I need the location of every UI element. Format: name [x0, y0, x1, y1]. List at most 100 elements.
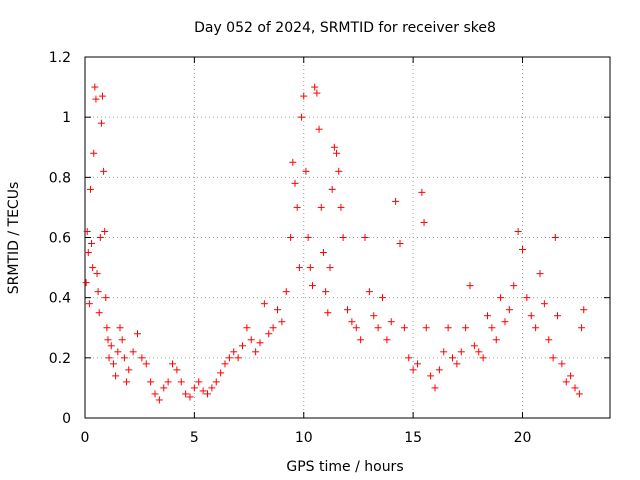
grid	[85, 57, 610, 418]
data-point	[195, 378, 203, 386]
data-point	[160, 384, 168, 392]
data-point	[466, 282, 474, 290]
data-point	[239, 342, 246, 350]
data-point	[449, 354, 456, 362]
data-point	[462, 324, 470, 332]
data-point	[357, 336, 365, 344]
data-point	[558, 360, 566, 368]
data-point	[551, 234, 559, 241]
data-point	[344, 306, 351, 314]
data-point	[138, 354, 146, 362]
data-point	[536, 270, 544, 278]
data-point	[514, 227, 522, 235]
data-point	[142, 360, 150, 368]
data-point	[82, 279, 90, 287]
data-point	[488, 324, 496, 332]
data-point	[330, 143, 338, 151]
data-point	[243, 324, 251, 332]
data-point	[116, 324, 124, 332]
data-point	[265, 330, 273, 338]
data-point	[101, 227, 109, 235]
data-point	[453, 360, 461, 368]
data-point	[304, 234, 312, 241]
data-point	[208, 384, 216, 392]
data-point	[169, 360, 176, 368]
data-point	[580, 306, 588, 314]
data-point	[230, 348, 238, 356]
data-point	[333, 149, 341, 157]
data-point	[103, 324, 111, 332]
y-tick-label: 0.8	[49, 170, 71, 186]
data-point	[379, 294, 386, 302]
data-point	[324, 309, 332, 317]
data-point	[475, 348, 483, 356]
x-tick-label: 0	[81, 430, 90, 446]
data-point	[392, 197, 400, 205]
data-point	[326, 264, 334, 272]
data-point	[427, 372, 435, 380]
data-point	[91, 83, 99, 91]
data-point	[370, 312, 378, 320]
data-point	[523, 294, 531, 302]
data-point	[147, 378, 155, 386]
data-point	[164, 378, 172, 386]
data-point	[549, 354, 557, 362]
data-point	[293, 203, 301, 211]
y-axis-label: SRMTID / TECUs	[6, 182, 22, 295]
data-point	[306, 264, 314, 272]
data-points	[82, 83, 588, 404]
data-point	[186, 393, 194, 401]
data-point	[501, 318, 509, 326]
data-point	[309, 282, 316, 290]
data-point	[444, 324, 452, 332]
data-point	[567, 372, 575, 380]
data-point	[405, 354, 413, 362]
data-point	[217, 369, 225, 377]
data-point	[337, 203, 345, 211]
data-point	[104, 336, 112, 344]
data-point	[400, 324, 408, 332]
data-point	[256, 339, 264, 347]
data-point	[225, 354, 233, 362]
data-point	[99, 92, 106, 100]
data-point	[199, 387, 207, 395]
data-point	[83, 227, 91, 235]
data-point	[315, 125, 323, 133]
data-point	[100, 167, 108, 175]
data-point	[182, 390, 190, 398]
data-point	[492, 336, 500, 344]
data-point	[92, 95, 100, 103]
data-point	[155, 396, 163, 404]
data-point	[84, 249, 92, 257]
plot-frame	[84, 56, 611, 419]
data-point	[85, 300, 93, 308]
data-point	[578, 324, 586, 332]
y-tick-label: 1	[62, 110, 71, 126]
data-point	[269, 324, 277, 332]
data-point	[278, 318, 286, 326]
data-point	[282, 288, 290, 296]
data-point	[339, 234, 347, 241]
data-point	[532, 324, 540, 332]
data-point	[247, 336, 255, 344]
data-point	[422, 324, 430, 332]
data-point	[420, 218, 428, 226]
data-point	[352, 324, 360, 332]
data-point	[300, 92, 308, 100]
data-point	[95, 309, 103, 317]
data-point	[88, 240, 96, 248]
data-point	[252, 348, 260, 356]
data-point	[120, 354, 128, 362]
data-point	[86, 185, 94, 193]
data-point	[173, 366, 181, 374]
data-point	[435, 366, 443, 374]
data-point	[97, 119, 105, 127]
data-point	[89, 264, 97, 272]
data-point	[387, 318, 395, 326]
data-point	[298, 113, 306, 121]
data-point	[94, 288, 102, 296]
y-tick-label: 1.2	[49, 50, 71, 66]
data-point	[291, 179, 299, 187]
data-point	[348, 318, 356, 326]
